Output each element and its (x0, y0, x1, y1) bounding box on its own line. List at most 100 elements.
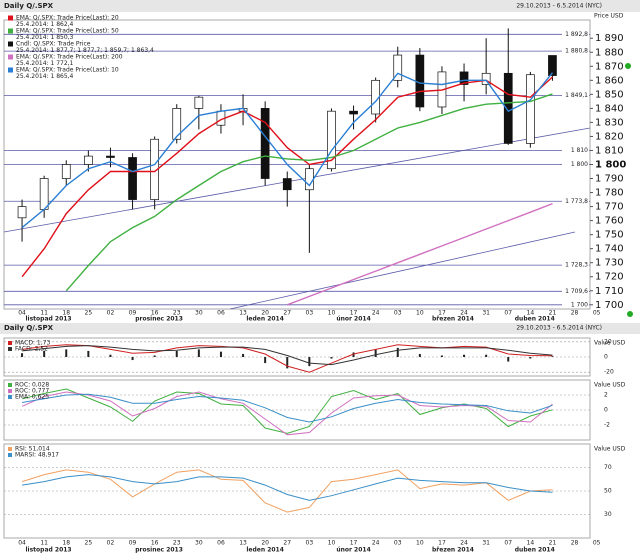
y-tick-label: 0 (604, 407, 608, 414)
y-tick-label: 30 (604, 511, 612, 518)
x-tick-label: 30 (195, 310, 203, 317)
legend-label: EMA: Q/.SPX: Trade Price(Last): 10 (16, 67, 119, 74)
legend-swatch (8, 383, 12, 387)
candle-body (172, 108, 182, 140)
month-label: únor 2014 (336, 316, 370, 323)
x-tick-label: 10 (328, 310, 336, 317)
month-label: březen 2014 (432, 316, 474, 323)
x-tick-label: 05 (593, 310, 601, 317)
y-tick-label: 2 (604, 392, 608, 399)
x-tick-label: 20 (261, 310, 269, 317)
x-tick-label: 03 (306, 540, 314, 547)
x-tick-label: 06 (217, 310, 225, 317)
month-label: březen 2014 (432, 547, 474, 554)
x-tick-label: 20 (261, 540, 269, 547)
y-tick-label: 1 800 (595, 160, 626, 171)
horizontal-line-label: 1 892,8 (565, 31, 588, 38)
legend-label: MARSI: 48,917 (15, 452, 59, 459)
x-tick-label: 14 (527, 310, 535, 317)
label-bg (562, 287, 589, 295)
y-tick-label: 1 700 (595, 300, 624, 311)
x-tick-label: 04 (18, 310, 26, 317)
y-tick-label: 1 720 (595, 272, 624, 283)
x-tick-label: 16 (151, 310, 159, 317)
series-line (22, 393, 553, 423)
x-tick-label: 28 (571, 310, 579, 317)
series-line (65, 93, 553, 292)
date-range: 29.10.2013 - 6.5.2014 (NYC) (516, 325, 602, 332)
histogram-bar (463, 354, 466, 357)
candle-body (39, 178, 49, 210)
series-line (22, 474, 553, 501)
x-tick-label: 27 (283, 540, 291, 547)
horizontal-line-label: 1 800 (571, 161, 588, 168)
legend-swatch (8, 41, 13, 47)
x-tick-label: 10 (328, 540, 336, 547)
legend-value: 25.4.2014: 1 865,4 (16, 73, 74, 80)
date-range: 29.10.2013 - 6.5.2014 (NYC) (516, 3, 602, 10)
y-tick-label: 1 710 (595, 286, 624, 297)
legend-label: EMA: Q/.SPX: Trade Price(Last): 50 (16, 28, 119, 35)
legend-swatch (8, 389, 12, 393)
series-line (21, 72, 554, 229)
candle-body (525, 74, 535, 144)
y-tick-label: 1 740 (595, 244, 624, 255)
series-line (21, 76, 553, 278)
x-tick-label: 24 (460, 540, 468, 547)
histogram-bar (131, 357, 134, 361)
histogram-bar (374, 349, 377, 357)
x-tick-label: 17 (438, 310, 446, 317)
y-axis-label: Value USD (594, 382, 626, 389)
legend-swatch (8, 347, 12, 351)
x-tick-label: 17 (438, 540, 446, 547)
histogram-bar (529, 357, 532, 359)
x-tick-label: 03 (394, 310, 402, 317)
legend-swatch (8, 453, 12, 457)
x-tick-label: 21 (549, 310, 557, 317)
x-tick-label: 16 (151, 540, 159, 547)
candle-body (61, 164, 71, 179)
histogram-bar (87, 350, 90, 357)
x-tick-label: 03 (394, 540, 402, 547)
x-tick-label: 11 (40, 310, 48, 317)
y-tick-label: 20 (604, 338, 612, 345)
legend-label: Cndl: Q/.SPX: Trade Price (16, 41, 91, 48)
histogram-bar (65, 349, 68, 357)
legend-value: 25.4.2014: 1 877,7; 1 877,7; 1 859,7; 1 … (16, 47, 154, 54)
series-line (21, 391, 553, 436)
chart-title: Daily Q/.SPX (4, 324, 54, 332)
label-bg (562, 92, 589, 100)
chart-title: Daily Q/.SPX (4, 2, 54, 10)
candle-body (106, 155, 115, 158)
x-tick-label: 18 (62, 540, 70, 547)
histogram-bar (352, 352, 355, 357)
y-axis-label: Value USD (594, 446, 626, 453)
month-label: prosinec 2013 (135, 547, 183, 554)
histogram-bar (396, 347, 399, 357)
legend-label: EMA: Q/.SPX: Trade Price(Last): 20 (16, 15, 119, 22)
x-tick-label: 11 (40, 540, 48, 547)
histogram-bar (153, 355, 156, 357)
candle-body (327, 110, 336, 170)
horizontal-line-label: 1 709,6 (565, 288, 588, 295)
legend-label: FACD: 2,52 (15, 346, 48, 353)
x-tick-label: 05 (593, 540, 601, 547)
month-label: listopad 2013 (26, 316, 72, 323)
y-tick-label: 1 780 (595, 188, 624, 199)
candle-body (548, 55, 557, 76)
horizontal-line-label: 1 700 (571, 301, 588, 308)
horizontal-line-label: 1 728,3 (565, 262, 588, 269)
candle-body (459, 71, 469, 85)
candle-body (481, 72, 491, 85)
candle-body (260, 108, 270, 179)
legend-swatch (8, 395, 12, 399)
legend-swatch (8, 15, 13, 21)
x-tick-label: 18 (62, 310, 70, 317)
month-label: duben 2014 (515, 547, 555, 554)
histogram-bar (485, 354, 488, 357)
label-bg (562, 30, 589, 38)
series-line (22, 344, 553, 373)
x-tick-label: 17 (350, 310, 358, 317)
y-axis-label: Price USD (594, 13, 624, 20)
x-tick-label: 23 (173, 310, 181, 317)
